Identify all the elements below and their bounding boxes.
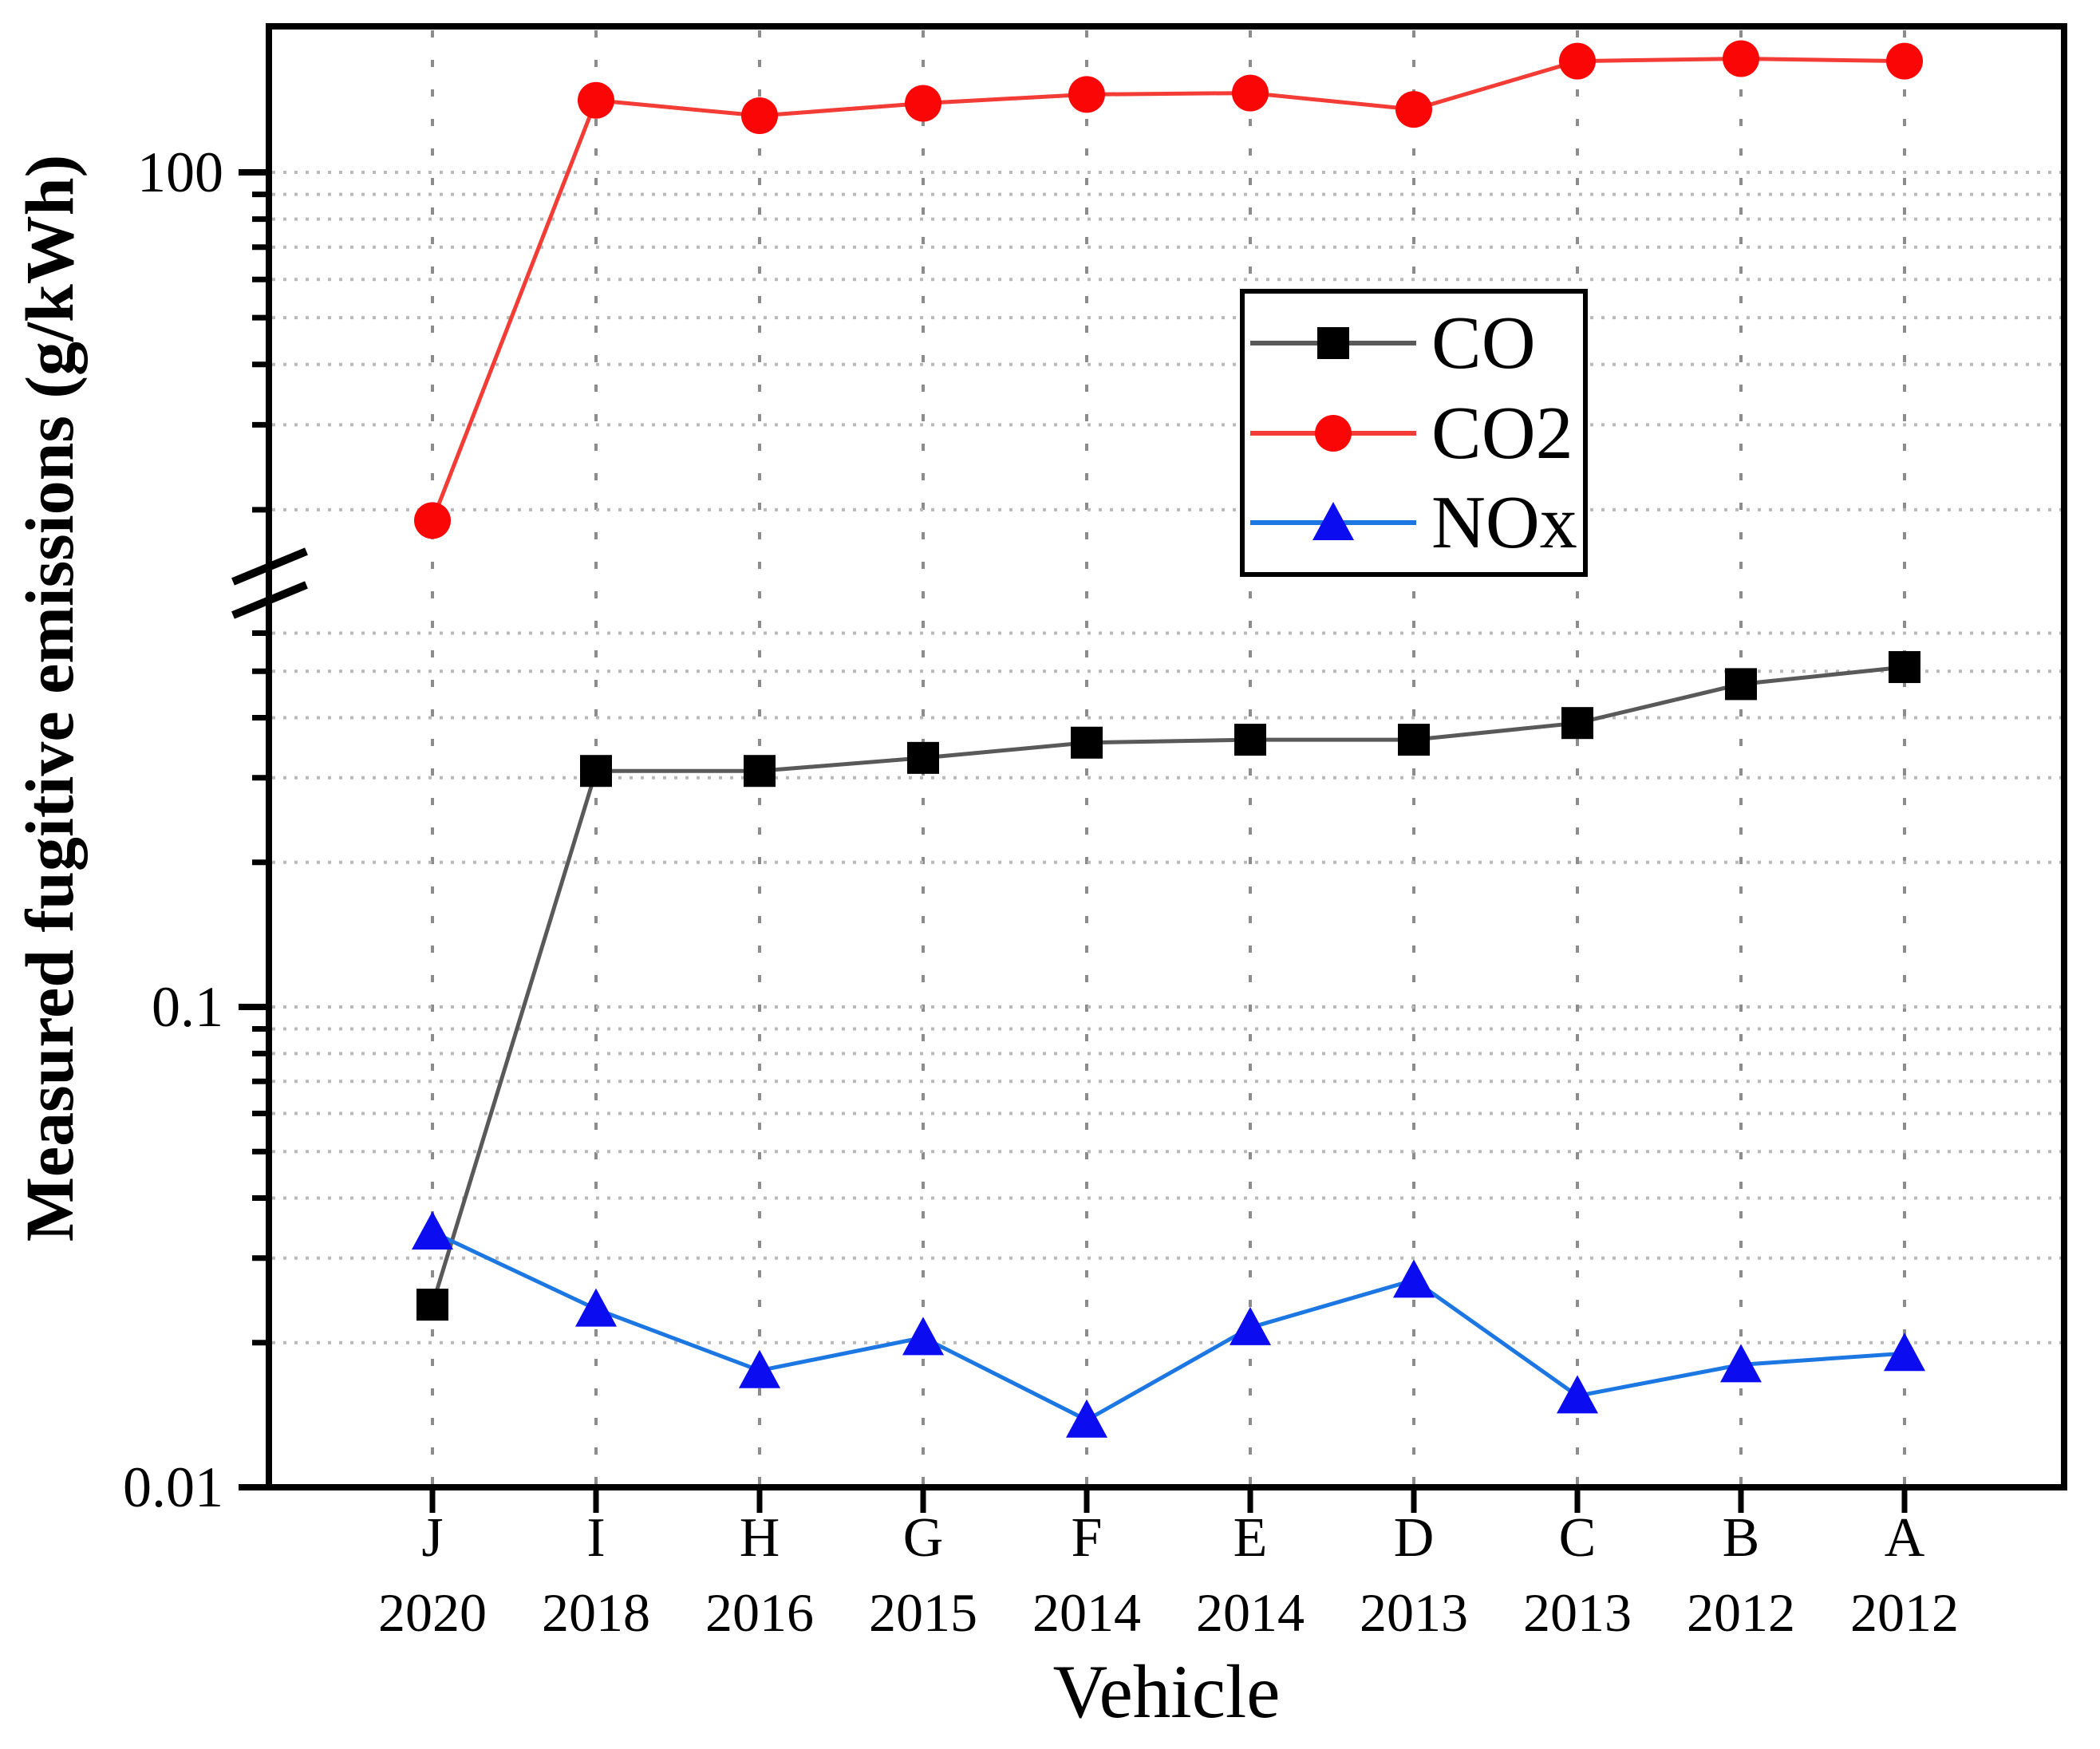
legend-label: CO2	[1431, 392, 1573, 475]
x-category-label: H	[740, 1507, 780, 1569]
CO2-marker-I	[578, 81, 614, 119]
NOx-marker-E	[1230, 1306, 1271, 1345]
x-year-label: 2014	[1196, 1582, 1305, 1643]
CO2-marker-J	[414, 502, 451, 539]
plot-border	[266, 23, 2067, 1490]
CO-marker-E	[1234, 724, 1266, 756]
x-year-label: 2015	[869, 1582, 977, 1643]
x-category-label: D	[1394, 1507, 1435, 1569]
legend-triangle-icon	[1312, 502, 1354, 540]
CO-marker-J	[416, 1289, 448, 1321]
legend-label: CO	[1431, 302, 1536, 385]
NOx-marker-J	[412, 1211, 453, 1250]
NOx-marker-F	[1066, 1399, 1107, 1438]
series-NOx-line	[431, 1230, 1905, 1423]
x-year-label: 2016	[705, 1582, 814, 1643]
x-year-label: 2013	[1360, 1582, 1468, 1643]
NOx-marker-H	[739, 1349, 780, 1388]
series-CO2-line	[430, 57, 1905, 522]
CO2-marker-G	[905, 85, 941, 122]
CO2-marker-F	[1068, 76, 1105, 113]
x-category-label: A	[1885, 1507, 1925, 1569]
break-slash	[231, 547, 308, 586]
CO-marker-H	[744, 755, 776, 788]
CO-marker-I	[580, 755, 612, 788]
x-category-label: I	[586, 1507, 605, 1569]
NOx-marker-B	[1720, 1344, 1762, 1383]
x-year-label: 2020	[378, 1582, 487, 1643]
y-ticks: 100 0.1 0.01	[123, 140, 266, 1519]
series-NOx	[412, 1211, 1925, 1438]
x-category-label: G	[903, 1507, 944, 1569]
series-CO	[416, 651, 1920, 1321]
x-category-label: J	[421, 1507, 443, 1569]
x-category-label: F	[1072, 1507, 1103, 1569]
x-year-label: 2012	[1850, 1582, 1959, 1643]
NOx-marker-A	[1884, 1332, 1925, 1372]
NOx-marker-C	[1557, 1375, 1598, 1414]
legend-circle-icon	[1315, 415, 1352, 452]
NOx-marker-D	[1393, 1259, 1435, 1298]
y-tick-label: 100	[137, 140, 223, 204]
CO-marker-A	[1889, 651, 1920, 684]
NOx-marker-G	[902, 1317, 944, 1356]
legend-entry-CO2: CO2	[1250, 392, 1573, 475]
x-year-label: 2013	[1523, 1582, 1632, 1643]
y-tick-label: 0.1	[152, 975, 223, 1039]
x-gridlines	[431, 30, 1906, 1485]
legend-label: NOx	[1431, 481, 1577, 564]
y-gridlines	[272, 171, 2061, 1344]
x-year-label: 2018	[542, 1582, 650, 1643]
x-year-label: 2014	[1032, 1582, 1141, 1643]
CO-marker-D	[1398, 724, 1430, 756]
y-tick-label: 0.01	[123, 1455, 223, 1519]
CO2-marker-C	[1559, 42, 1596, 80]
series-CO2	[414, 40, 1923, 539]
x-year-label: 2012	[1687, 1582, 1795, 1643]
CO-marker-G	[907, 741, 939, 774]
x-axis-title: Vehicle	[1053, 1649, 1281, 1734]
x-category-label: C	[1559, 1507, 1597, 1569]
x-category-label: E	[1234, 1507, 1268, 1569]
break-slash	[231, 581, 308, 619]
y-axis-title: Measured fugitive emissions (g/kWh)	[11, 155, 88, 1242]
CO2-marker-H	[741, 97, 778, 135]
CO-marker-B	[1725, 668, 1757, 701]
CO2-marker-E	[1232, 74, 1269, 112]
legend-entry-CO: CO	[1250, 302, 1536, 385]
CO2-marker-A	[1886, 42, 1923, 80]
x-category-label: B	[1723, 1507, 1760, 1569]
NOx-marker-I	[575, 1288, 617, 1327]
CO2-marker-B	[1723, 40, 1759, 77]
CO-marker-C	[1561, 707, 1593, 740]
CO2-marker-D	[1395, 91, 1432, 128]
legend-square-icon	[1317, 327, 1349, 359]
series-CO-line	[430, 665, 1905, 1305]
CO-marker-F	[1071, 726, 1103, 759]
legend-entry-NOx: NOx	[1250, 481, 1577, 564]
x-ticks: J 2020 I 2018 H 2016 G 2015 F 2014 E 2014 D 2013 C 2013…	[378, 1490, 1959, 1643]
y-axis-break-marks	[231, 547, 308, 619]
